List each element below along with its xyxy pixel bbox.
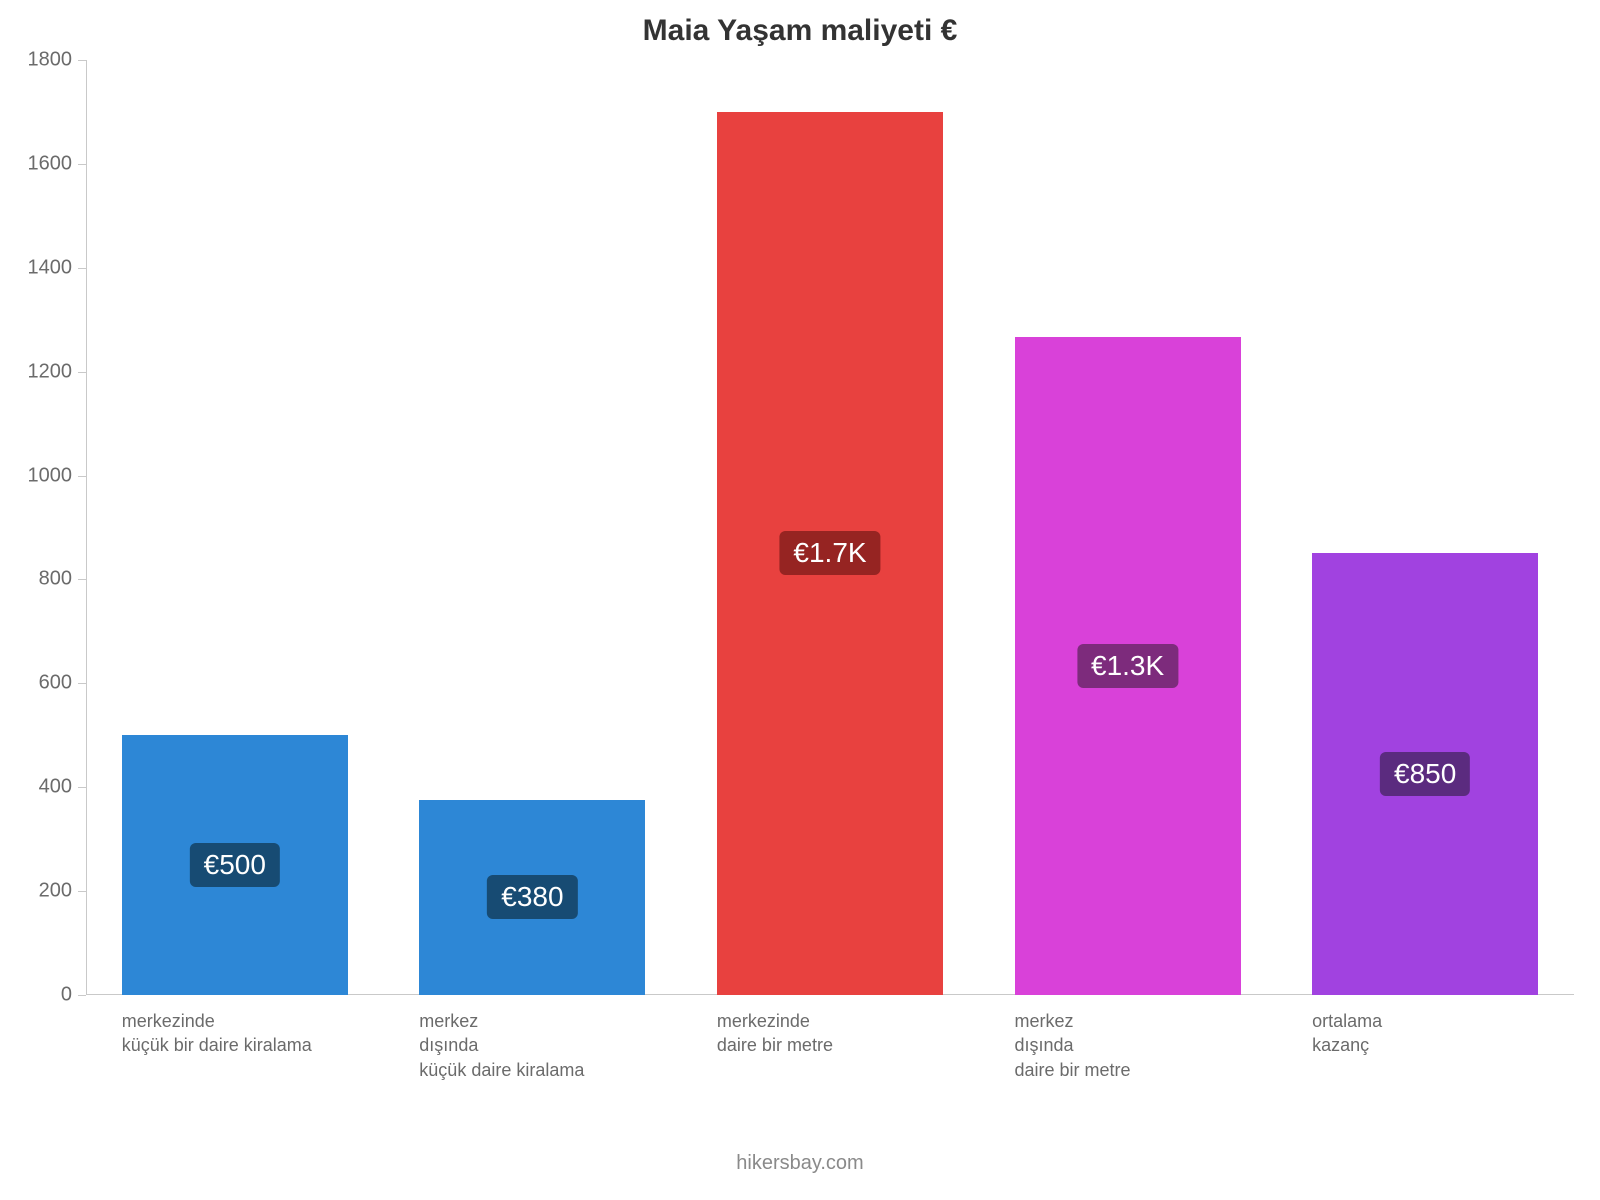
x-category-label: merkez dışında küçük daire kiralama (419, 1009, 584, 1082)
y-tick-label: 1800 (12, 49, 72, 72)
attribution-text: hikersbay.com (0, 1152, 1600, 1175)
bar-value-label: €1.7K (779, 531, 880, 575)
y-tick-mark (78, 372, 86, 373)
x-category-label: ortalama kazanç (1312, 1009, 1382, 1058)
bar-value-label: €850 (1380, 752, 1470, 796)
plot-area: 020040060080010001200140016001800€500mer… (86, 60, 1574, 995)
y-tick-mark (78, 683, 86, 684)
y-tick-label: 1000 (12, 464, 72, 487)
y-axis-line (86, 60, 87, 995)
x-category-label: merkezinde daire bir metre (717, 1009, 833, 1058)
x-category-label: merkez dışında daire bir metre (1015, 1009, 1131, 1082)
y-tick-label: 1400 (12, 256, 72, 279)
y-tick-mark (78, 787, 86, 788)
bar-value-label: €380 (487, 875, 577, 919)
y-tick-label: 1600 (12, 152, 72, 175)
y-tick-mark (78, 579, 86, 580)
y-tick-label: 800 (12, 568, 72, 591)
y-tick-label: 400 (12, 776, 72, 799)
y-tick-label: 600 (12, 672, 72, 695)
bar-value-label: €500 (190, 843, 280, 887)
y-tick-mark (78, 268, 86, 269)
cost-of-living-chart: Maia Yaşam maliyeti € 020040060080010001… (0, 0, 1600, 1200)
y-tick-mark (78, 995, 86, 996)
bar-value-label: €1.3K (1077, 644, 1178, 688)
y-tick-mark (78, 164, 86, 165)
x-category-label: merkezinde küçük bir daire kiralama (122, 1009, 312, 1058)
y-tick-label: 0 (12, 984, 72, 1007)
y-tick-label: 200 (12, 880, 72, 903)
y-tick-mark (78, 476, 86, 477)
y-tick-mark (78, 60, 86, 61)
chart-title: Maia Yaşam maliyeti € (0, 14, 1600, 48)
y-tick-label: 1200 (12, 360, 72, 383)
y-tick-mark (78, 891, 86, 892)
